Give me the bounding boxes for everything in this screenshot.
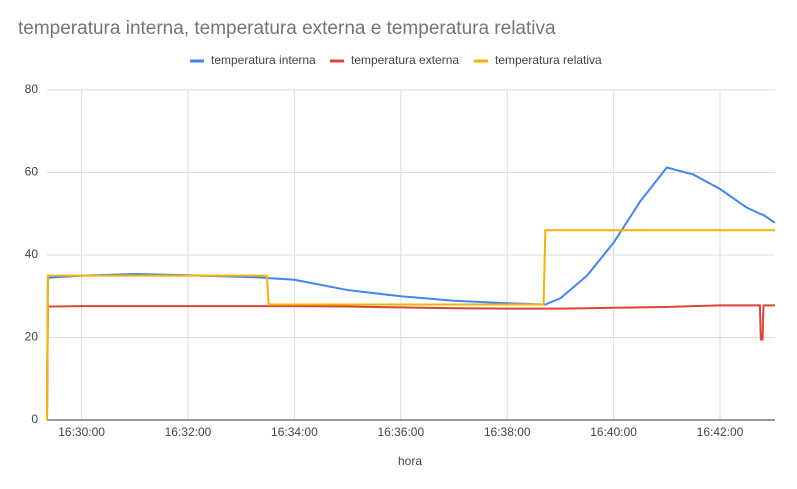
x-tick-label: 16:32:00 <box>165 425 212 439</box>
x-axis-label: hora <box>398 454 422 468</box>
legend-label: temperatura relativa <box>495 53 602 67</box>
y-tick-label: 0 <box>31 412 38 426</box>
series-line <box>46 304 775 421</box>
x-tick-label: 16:42:00 <box>697 425 744 439</box>
legend-label: temperatura interna <box>211 53 316 67</box>
y-tick-label: 40 <box>25 247 39 261</box>
legend-label: temperatura externa <box>351 53 459 67</box>
x-tick-label: 16:38:00 <box>484 425 531 439</box>
x-tick-label: 16:40:00 <box>590 425 637 439</box>
x-tick-label: 16:36:00 <box>377 425 424 439</box>
series-line <box>46 229 775 421</box>
x-tick-label: 16:30:00 <box>58 425 105 439</box>
y-tick-label: 20 <box>25 330 39 344</box>
x-tick-label: 16:34:00 <box>271 425 318 439</box>
y-tick-label: 80 <box>25 82 39 96</box>
y-tick-label: 60 <box>25 165 39 179</box>
chart-title: temperatura interna, temperatura externa… <box>18 18 556 39</box>
series-line <box>46 166 776 421</box>
